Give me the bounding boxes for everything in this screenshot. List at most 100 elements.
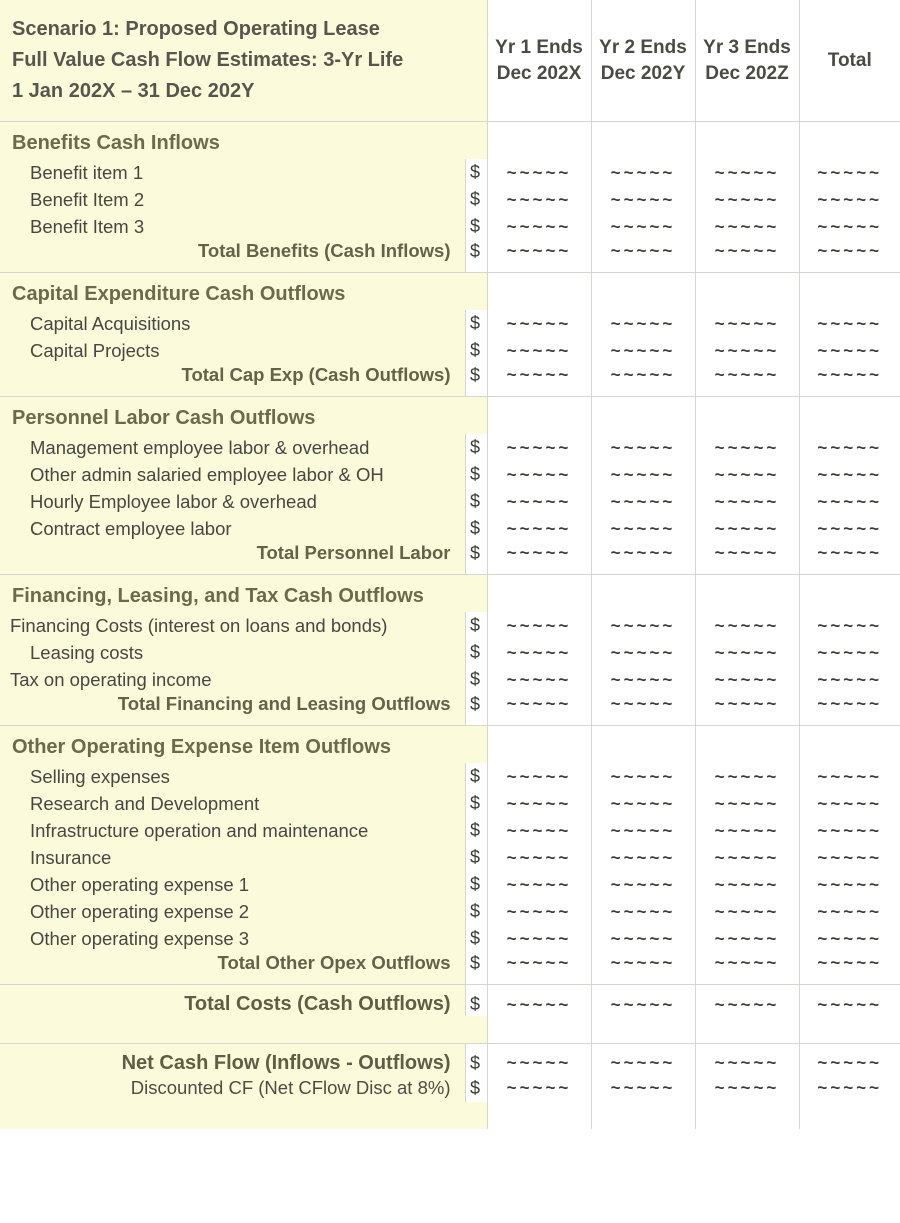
- value-cell: ~~~~~: [487, 925, 591, 952]
- value-cell: ~~~~~: [487, 666, 591, 693]
- section-heading: Personnel Labor Cash Outflows: [0, 397, 487, 435]
- value-cell: ~~~~~: [591, 925, 695, 952]
- value-cell: ~~~~~: [695, 871, 799, 898]
- value-cell: ~~~~~: [591, 1075, 695, 1102]
- value-cell: ~~~~~: [695, 1043, 799, 1075]
- line-item-label: ........................................…: [0, 898, 465, 925]
- value-cell: ~~~~~: [591, 871, 695, 898]
- line-item-label: ........................................…: [0, 159, 465, 186]
- line-item-label: ........................................…: [0, 871, 465, 898]
- value-cell: ~~~~~: [591, 434, 695, 461]
- value-cell: ~~~~~: [487, 871, 591, 898]
- opex-item-4: ........................................…: [0, 871, 900, 898]
- value-cell: ~~~~~: [799, 763, 900, 790]
- value-cell: ~~~~~: [799, 639, 900, 666]
- currency-symbol: $: [465, 693, 487, 726]
- value-cell: ~~~~~: [487, 693, 591, 726]
- total-label: Total Cap Exp (Cash Outflows): [0, 364, 465, 397]
- header-title: Scenario 1: Proposed Operating LeaseFull…: [0, 0, 487, 122]
- line-item-label: ........................................…: [0, 461, 465, 488]
- currency-symbol: $: [465, 790, 487, 817]
- value-cell: ~~~~~: [487, 213, 591, 240]
- value-cell: ~~~~~: [487, 985, 591, 1017]
- value-cell: ~~~~~: [799, 985, 900, 1017]
- currency-symbol: $: [465, 186, 487, 213]
- line-item-label: ........................................…: [0, 844, 465, 871]
- title-line-3: 1 Jan 202X – 31 Dec 202Y: [12, 76, 475, 107]
- value-cell: ~~~~~: [487, 844, 591, 871]
- value-cell: ~~~~~: [799, 515, 900, 542]
- value-cell: ~~~~~: [695, 515, 799, 542]
- value-cell: ~~~~~: [695, 186, 799, 213]
- value-cell: ~~~~~: [591, 952, 695, 985]
- empty-cell: [695, 397, 799, 435]
- currency-symbol: $: [465, 898, 487, 925]
- value-cell: ~~~~~: [799, 612, 900, 639]
- value-cell: ~~~~~: [695, 844, 799, 871]
- value-cell: ~~~~~: [487, 898, 591, 925]
- currency-symbol: $: [465, 1075, 487, 1102]
- section-heading: Capital Expenditure Cash Outflows: [0, 273, 487, 311]
- value-cell: ~~~~~: [591, 898, 695, 925]
- opex-item-0: ........................................…: [0, 763, 900, 790]
- value-cell: ~~~~~: [487, 1075, 591, 1102]
- empty-cell: [799, 122, 900, 160]
- header-row: Scenario 1: Proposed Operating LeaseFull…: [0, 0, 900, 122]
- value-cell: ~~~~~: [695, 310, 799, 337]
- value-cell: ~~~~~: [487, 763, 591, 790]
- empty-cell: [487, 122, 591, 160]
- labor-item-3: ........................................…: [0, 515, 900, 542]
- capex-item-1: ........................................…: [0, 337, 900, 364]
- value-cell: ~~~~~: [591, 461, 695, 488]
- value-cell: ~~~~~: [487, 310, 591, 337]
- cashflow-table: Scenario 1: Proposed Operating LeaseFull…: [0, 0, 900, 1129]
- col-head-yr1: Yr 1 EndsDec 202X: [487, 0, 591, 122]
- finance-total: Total Financing and Leasing Outflows$~~~…: [0, 693, 900, 726]
- currency-symbol: $: [465, 952, 487, 985]
- value-cell: ~~~~~: [695, 952, 799, 985]
- line-item-label: ........................................…: [0, 213, 465, 240]
- section-opex: Other Operating Expense Item Outflows: [0, 726, 900, 764]
- line-item-label: ........................................…: [0, 790, 465, 817]
- value-cell: ~~~~~: [591, 364, 695, 397]
- value-cell: ~~~~~: [799, 159, 900, 186]
- summary-net-cf: Net Cash Flow (Inflows - Outflows)$~~~~~…: [0, 1043, 900, 1075]
- line-item-label: ........................................…: [0, 515, 465, 542]
- value-cell: ~~~~~: [591, 542, 695, 575]
- value-cell: ~~~~~: [591, 985, 695, 1017]
- value-cell: ~~~~~: [695, 434, 799, 461]
- line-item-label: ........................................…: [0, 310, 465, 337]
- value-cell: ~~~~~: [695, 337, 799, 364]
- value-cell: ~~~~~: [487, 337, 591, 364]
- finance-item-2: ........................................…: [0, 666, 900, 693]
- value-cell: ~~~~~: [799, 240, 900, 273]
- line-item-label: ........................................…: [0, 639, 465, 666]
- value-cell: ~~~~~: [799, 666, 900, 693]
- value-cell: ~~~~~: [487, 542, 591, 575]
- empty-cell: [799, 397, 900, 435]
- labor-item-1: ........................................…: [0, 461, 900, 488]
- value-cell: ~~~~~: [799, 844, 900, 871]
- value-cell: ~~~~~: [799, 213, 900, 240]
- summary-label: Discounted CF (Net CFlow Disc at 8%): [0, 1075, 465, 1102]
- value-cell: ~~~~~: [487, 240, 591, 273]
- currency-symbol: $: [465, 925, 487, 952]
- value-cell: ~~~~~: [695, 985, 799, 1017]
- opex-item-1: ........................................…: [0, 790, 900, 817]
- value-cell: ~~~~~: [487, 186, 591, 213]
- line-item-label: ........................................…: [0, 817, 465, 844]
- value-cell: ~~~~~: [487, 612, 591, 639]
- value-cell: ~~~~~: [695, 542, 799, 575]
- value-cell: ~~~~~: [695, 639, 799, 666]
- value-cell: ~~~~~: [799, 693, 900, 726]
- empty-cell: [799, 726, 900, 764]
- value-cell: ~~~~~: [799, 310, 900, 337]
- value-cell: ~~~~~: [695, 898, 799, 925]
- value-cell: ~~~~~: [591, 612, 695, 639]
- value-cell: ~~~~~: [591, 488, 695, 515]
- empty-cell: [487, 273, 591, 311]
- currency-symbol: $: [465, 337, 487, 364]
- value-cell: ~~~~~: [799, 186, 900, 213]
- summary-total-costs: Total Costs (Cash Outflows)$~~~~~~~~~~~~…: [0, 985, 900, 1017]
- total-label: Total Benefits (Cash Inflows): [0, 240, 465, 273]
